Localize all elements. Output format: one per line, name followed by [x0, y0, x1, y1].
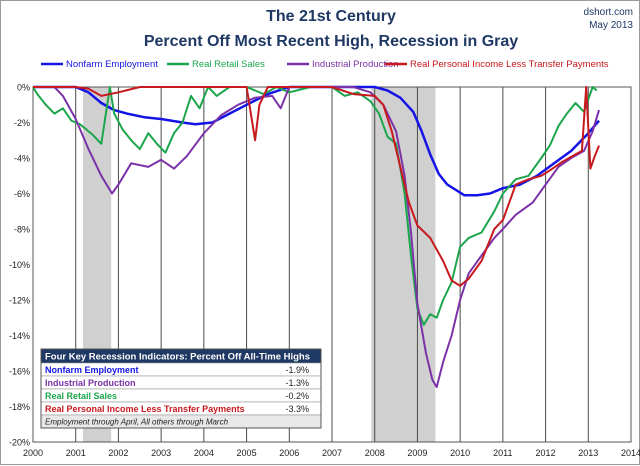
legend-label: Industrial Production — [312, 59, 399, 70]
table-row-label: Real Personal Income Less Transfer Payme… — [45, 404, 245, 414]
legend-label: Real Personal Income Less Transfer Payme… — [410, 59, 609, 70]
summary-table: Four Key Recession Indicators: Percent O… — [40, 348, 322, 429]
x-tick-label: 2014 — [621, 448, 640, 458]
table-header-bg — [41, 349, 321, 363]
x-tick-label: 2010 — [450, 448, 470, 458]
x-tick-label: 2012 — [536, 448, 556, 458]
x-tick-label: 2000 — [23, 448, 43, 458]
source-label: dshort.com — [584, 7, 633, 18]
chart-title: The 21st Century — [266, 8, 396, 25]
table-row-value: -0.2% — [285, 391, 309, 401]
y-tick-label: -8% — [14, 225, 30, 235]
y-tick-label: -14% — [9, 331, 30, 341]
x-tick-label: 2013 — [578, 448, 598, 458]
y-tick-label: -6% — [14, 189, 30, 199]
y-tick-label: -12% — [9, 296, 30, 306]
legend: Nonfarm Employment Real Retail Sales Indus… — [41, 59, 609, 70]
x-tick-label: 2002 — [108, 448, 128, 458]
y-tick-label: 0% — [17, 83, 30, 93]
recession-bands — [82, 87, 436, 442]
series-line — [33, 85, 600, 197]
series-line — [33, 86, 600, 388]
legend-label: Nonfarm Employment — [66, 59, 158, 70]
x-tick-label: 2007 — [322, 448, 342, 458]
table-title: Four Key Recession Indicators: Percent O… — [45, 352, 310, 363]
x-tick-label: 2011 — [493, 448, 512, 458]
recession-band — [371, 87, 436, 442]
y-tick-label: -18% — [9, 402, 30, 412]
table-note: Employment through April, All others thr… — [45, 418, 229, 427]
title-block: The 21st Century Percent Off Most Recent… — [144, 7, 634, 50]
x-tick-label: 2009 — [407, 448, 427, 458]
y-tick-label: -16% — [9, 367, 30, 377]
series-line — [33, 86, 600, 287]
table-row-label: Real Retail Sales — [45, 391, 117, 401]
y-tick-label: -2% — [14, 118, 30, 128]
series-lines — [32, 85, 600, 388]
y-tick-label: -4% — [14, 154, 30, 164]
axes: 0%-2%-4%-6%-8%-10%-12%-14%-16%-18%-20%20… — [9, 83, 640, 459]
date-label: May 2013 — [589, 20, 633, 31]
series-line — [32, 86, 598, 326]
table-row-label: Nonfarm Employment — [45, 365, 139, 375]
table-row-value: -3.3% — [285, 404, 309, 414]
table-row-label: Industrial Production — [45, 378, 136, 388]
y-tick-label: -10% — [9, 260, 30, 270]
legend-label: Real Retail Sales — [192, 59, 265, 70]
table-row-value: -1.3% — [285, 378, 309, 388]
x-tick-label: 2008 — [365, 448, 385, 458]
y-tick-label: -20% — [9, 438, 30, 448]
x-tick-label: 2001 — [66, 448, 86, 458]
chart-subtitle: Percent Off Most Recent High, Recession … — [144, 33, 518, 50]
x-tick-label: 2003 — [151, 448, 171, 458]
x-tick-label: 2004 — [194, 448, 214, 458]
x-tick-label: 2006 — [279, 448, 299, 458]
table-border — [40, 348, 322, 429]
table-row-value: -1.9% — [285, 365, 309, 375]
x-tick-label: 2005 — [237, 448, 257, 458]
